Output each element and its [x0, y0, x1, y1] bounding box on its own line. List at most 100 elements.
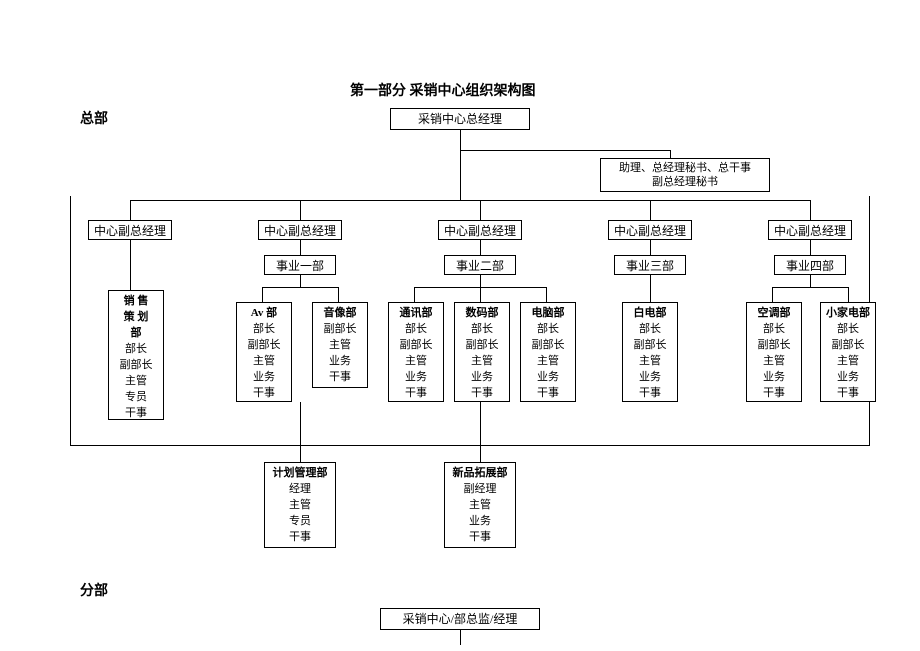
dept-title: 销 售 [124, 295, 149, 307]
role: 主管 [447, 498, 513, 514]
role: 副部长 [523, 338, 573, 354]
role: 副部长 [749, 338, 799, 354]
role: 副部长 [457, 338, 507, 354]
role: 干事 [111, 406, 161, 422]
role: 主管 [625, 354, 675, 370]
assistant-line2: 副总经理秘书 [652, 176, 718, 188]
role: 主管 [523, 354, 573, 370]
connector [130, 240, 131, 290]
dept-title: 小家电部 [826, 307, 870, 319]
dept-title: 计划管理部 [273, 467, 328, 479]
role: 业务 [823, 370, 873, 386]
role: 干事 [457, 386, 507, 402]
dept-title: 新品拓展部 [453, 467, 508, 479]
role: 主管 [457, 354, 507, 370]
connector [460, 150, 461, 180]
connector [546, 287, 547, 302]
connector [300, 275, 301, 287]
role: 部长 [823, 322, 873, 338]
role: 主管 [391, 354, 441, 370]
role: 干事 [625, 386, 675, 402]
dept-white: 白电部 部长 副部长 主管 业务 干事 [622, 302, 678, 402]
dept-title: 策 划 [124, 311, 149, 323]
dept-title: 白电部 [634, 307, 667, 319]
dept-comm: 通讯部 部长 副部长 主管 业务 干事 [388, 302, 444, 402]
role: 部长 [391, 322, 441, 338]
role: 干事 [267, 530, 333, 546]
dept-title: 通讯部 [400, 307, 433, 319]
connector [848, 287, 849, 302]
org-chart-canvas: 第一部分 采销中心组织架构图 总部 采销中心总经理 助理、总经理秘书、总干事 副… [0, 0, 920, 651]
role: 业务 [749, 370, 799, 386]
connector [338, 287, 339, 302]
role: 主管 [239, 354, 289, 370]
dept-audio: 音像部 副部长 主管 业务 干事 [312, 302, 368, 388]
connector [480, 402, 481, 462]
assistant-line1: 助理、总经理秘书、总干事 [619, 162, 751, 174]
role: 干事 [315, 370, 365, 386]
role: 部长 [523, 322, 573, 338]
dept-title: Av 部 [251, 307, 277, 319]
role: 副经理 [447, 482, 513, 498]
role: 干事 [523, 386, 573, 402]
role: 业务 [239, 370, 289, 386]
dept-computer: 电脑部 部长 副部长 主管 业务 干事 [520, 302, 576, 402]
role: 干事 [391, 386, 441, 402]
role: 副部长 [625, 338, 675, 354]
dept-sales-planning: 销 售 策 划 部 部长 副部长 主管 专员 干事 [108, 290, 164, 420]
connector [460, 150, 670, 151]
hq-label: 总部 [80, 108, 108, 128]
branch-label: 分部 [80, 580, 108, 600]
role: 专员 [267, 514, 333, 530]
connector [810, 275, 811, 287]
role: 业务 [523, 370, 573, 386]
role: 业务 [447, 514, 513, 530]
role: 部长 [111, 342, 161, 358]
dept-av: Av 部 部长 副部长 主管 业务 干事 [236, 302, 292, 402]
connector [262, 287, 263, 302]
connector [262, 287, 338, 288]
dept-title: 数码部 [466, 307, 499, 319]
connector [670, 150, 671, 158]
role: 部长 [457, 322, 507, 338]
chart-title: 第一部分 采销中心组织架构图 [350, 80, 536, 100]
dept-plan-mgmt: 计划管理部 经理 主管 专员 干事 [264, 462, 336, 548]
dept-title: 部 [131, 327, 142, 339]
connector [300, 402, 301, 462]
role: 副部长 [239, 338, 289, 354]
role: 干事 [239, 386, 289, 402]
connector [480, 287, 481, 302]
dept-new-prod: 新品拓展部 副经理 主管 业务 干事 [444, 462, 516, 548]
role: 主管 [749, 354, 799, 370]
root-node: 采销中心总经理 [390, 108, 530, 130]
role: 部长 [749, 322, 799, 338]
dept-title: 空调部 [758, 307, 791, 319]
role: 主管 [823, 354, 873, 370]
role: 部长 [239, 322, 289, 338]
dept-digital: 数码部 部长 副部长 主管 业务 干事 [454, 302, 510, 402]
role: 主管 [315, 338, 365, 354]
connector [772, 287, 848, 288]
assistant-node: 助理、总经理秘书、总干事 副总经理秘书 [600, 158, 770, 192]
role: 业务 [315, 354, 365, 370]
branch-root-node: 采销中心/部总监/经理 [380, 608, 540, 630]
connector [414, 287, 415, 302]
role: 业务 [457, 370, 507, 386]
dept-aircon: 空调部 部长 副部长 主管 业务 干事 [746, 302, 802, 402]
role: 副部长 [823, 338, 873, 354]
role: 业务 [625, 370, 675, 386]
role: 副部长 [391, 338, 441, 354]
role: 副部长 [111, 358, 161, 374]
connector [460, 630, 461, 645]
role: 经理 [267, 482, 333, 498]
connector [650, 275, 651, 302]
dept-title: 电脑部 [532, 307, 565, 319]
role: 干事 [749, 386, 799, 402]
role: 业务 [391, 370, 441, 386]
role: 干事 [823, 386, 873, 402]
connector [480, 275, 481, 287]
role: 干事 [447, 530, 513, 546]
role: 主管 [111, 374, 161, 390]
dept-smallapp: 小家电部 部长 副部长 主管 业务 干事 [820, 302, 876, 402]
dept-title: 音像部 [324, 307, 357, 319]
